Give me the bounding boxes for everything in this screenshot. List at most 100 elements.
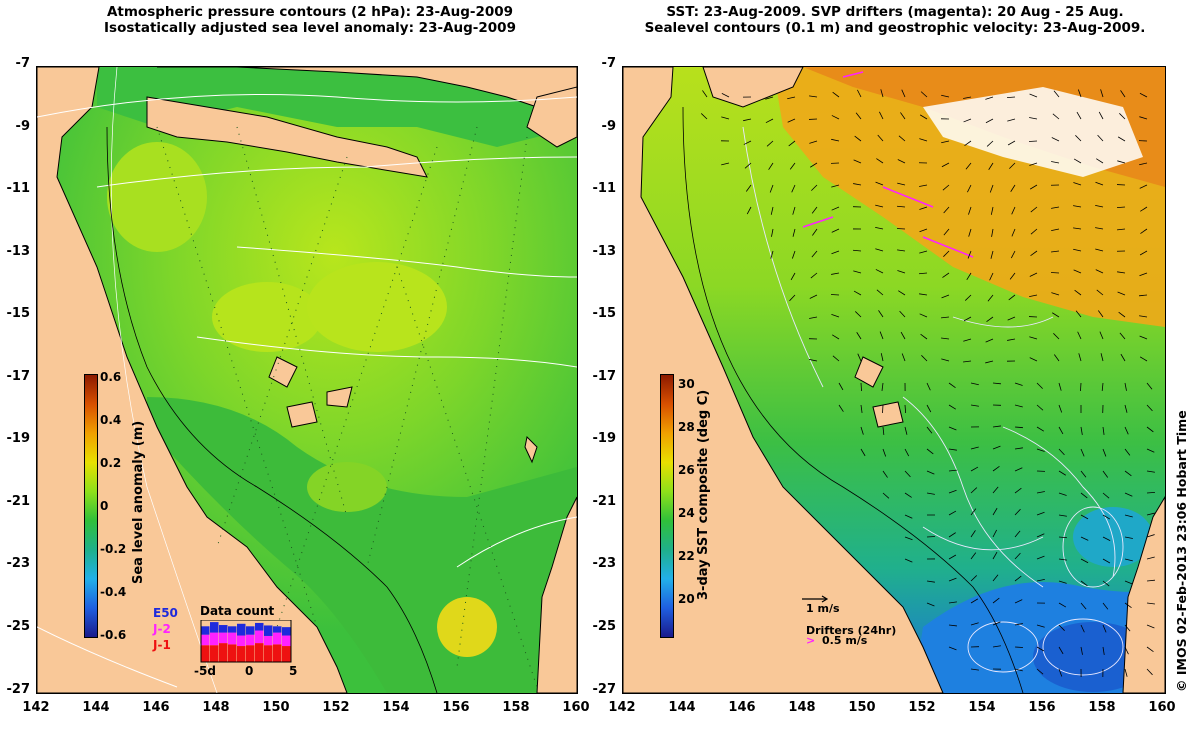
right-ytick-8: -23	[592, 556, 617, 571]
velocity-arrow	[1100, 89, 1104, 98]
velocity-arrow	[941, 294, 950, 299]
velocity-arrow	[1007, 140, 1016, 146]
velocity-arrow	[926, 470, 935, 475]
inset-bar-e50	[219, 625, 228, 633]
left-ytick-7: -21	[6, 494, 31, 509]
velocity-arrow	[970, 466, 979, 472]
velocity-arrow	[1139, 184, 1148, 189]
velocity-arrow	[788, 140, 796, 147]
velocity-arrow	[882, 448, 887, 457]
velocity-arrow	[919, 206, 928, 210]
velocity-arrow	[985, 338, 994, 343]
velocity-arrow	[899, 310, 906, 318]
velocity-arrow	[919, 138, 928, 142]
velocity-arrow	[1124, 426, 1129, 435]
velocity-arrow	[700, 113, 708, 120]
velocity-arrow	[970, 530, 976, 538]
drifter-arrow-icon: >	[806, 634, 816, 647]
inset-bar-j2	[201, 634, 210, 646]
velocity-arrow	[919, 313, 928, 318]
velocity-arrow	[948, 404, 957, 410]
velocity-arrow	[1014, 575, 1022, 582]
velocity-arrow	[1117, 271, 1126, 274]
right-ytick-4: -15	[592, 306, 617, 321]
velocity-arrow	[1030, 228, 1038, 235]
velocity-arrow	[1029, 117, 1038, 120]
velocity-arrow	[1080, 426, 1083, 435]
velocity-arrow	[970, 382, 979, 386]
velocity-arrow	[919, 114, 928, 120]
velocity-arrow	[857, 353, 862, 362]
velocity-arrow	[1139, 272, 1148, 277]
inset-bar-j2	[264, 635, 273, 646]
scale-arrow	[802, 595, 829, 603]
right-cb-tick-2: 26	[678, 463, 695, 477]
velocity-arrow	[988, 162, 994, 170]
velocity-arrow	[1124, 558, 1133, 562]
left-title-line2: Isostatically adjusted sea level anomaly…	[104, 20, 516, 36]
velocity-arrow	[1075, 310, 1082, 318]
left-xtick-5: 152	[322, 700, 350, 715]
velocity-arrow	[1058, 668, 1063, 677]
right-xtick-6: 154	[968, 700, 996, 715]
velocity-arrow	[948, 554, 957, 560]
velocity-arrow	[857, 89, 862, 98]
velocity-arrow	[789, 162, 796, 170]
australia-landmass-right	[623, 67, 944, 693]
velocity-arrow	[1102, 448, 1107, 457]
australia-landmass	[37, 67, 348, 693]
left-ytick-2: -11	[6, 181, 31, 196]
velocity-arrow	[948, 532, 956, 538]
velocity-arrow	[942, 184, 950, 191]
velocity-arrow	[881, 382, 884, 391]
inset-bar-j2	[237, 635, 246, 647]
velocity-arrow	[812, 228, 818, 236]
velocity-arrow	[1080, 580, 1088, 587]
velocity-arrow	[1116, 206, 1126, 209]
left-cb-tick-4: -0.2	[100, 542, 127, 556]
sst-cold-eddy	[1033, 622, 1153, 692]
velocity-arrow	[1014, 467, 1023, 472]
island-3	[326, 386, 353, 408]
velocity-arrow	[721, 162, 730, 166]
velocity-arrow	[1007, 316, 1016, 321]
velocity-arrow	[1139, 116, 1148, 120]
velocity-arrow	[1117, 291, 1126, 296]
pressure-contour-4	[196, 336, 577, 368]
velocity-arrow	[1080, 514, 1089, 520]
velocity-arrow	[809, 294, 818, 299]
velocity-arrow	[1058, 492, 1067, 496]
velocity-arrow	[811, 250, 818, 258]
velocity-arrow	[964, 140, 972, 147]
velocity-arrow	[1036, 555, 1045, 560]
velocity-arrow	[970, 487, 978, 494]
velocity-arrow	[1058, 624, 1065, 631]
left-title: Atmospheric pressure contours (2 hPa): 2…	[40, 4, 580, 36]
left-map	[37, 67, 577, 693]
velocity-arrow	[992, 486, 999, 494]
velocity-arrow	[920, 91, 928, 98]
pressure-contour-1	[37, 94, 577, 118]
velocity-arrow	[898, 135, 906, 142]
velocity-arrow	[919, 228, 928, 233]
velocity-arrow	[904, 404, 907, 414]
velocity-arrow	[943, 250, 950, 257]
velocity-arrow	[1101, 382, 1104, 391]
isobath-line	[106, 126, 438, 693]
right-title-line1: SST: 23-Aug-2009. SVP drifters (magenta)…	[666, 4, 1124, 20]
velocity-arrow	[875, 181, 884, 186]
velocity-arrow	[1036, 511, 1045, 516]
velocity-arrow	[904, 558, 913, 563]
velocity-arrow	[970, 508, 977, 516]
velocity-arrow	[1052, 312, 1060, 318]
velocity-arrow	[963, 338, 972, 342]
left-cb-tick-0: 0.6	[100, 370, 122, 384]
velocity-arrow	[1102, 536, 1111, 541]
velocity-arrow	[1030, 250, 1038, 257]
velocity-arrow	[941, 140, 950, 144]
velocity-arrow	[743, 140, 752, 145]
velocity-arrow	[1146, 470, 1155, 473]
inset-bar-chart	[200, 620, 292, 663]
velocity-arrow	[992, 597, 1000, 604]
velocity-arrow	[1029, 272, 1038, 277]
